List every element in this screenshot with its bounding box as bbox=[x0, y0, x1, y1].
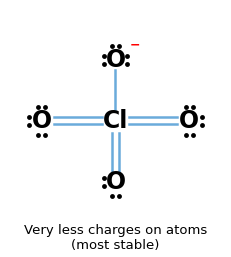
Text: −: − bbox=[129, 39, 140, 52]
Text: O: O bbox=[31, 109, 52, 133]
Text: Cl: Cl bbox=[103, 109, 128, 133]
Text: Very less charges on atoms
(most stable): Very less charges on atoms (most stable) bbox=[24, 224, 207, 252]
Text: O: O bbox=[105, 48, 126, 72]
Text: O: O bbox=[179, 109, 200, 133]
Text: O: O bbox=[105, 170, 126, 194]
